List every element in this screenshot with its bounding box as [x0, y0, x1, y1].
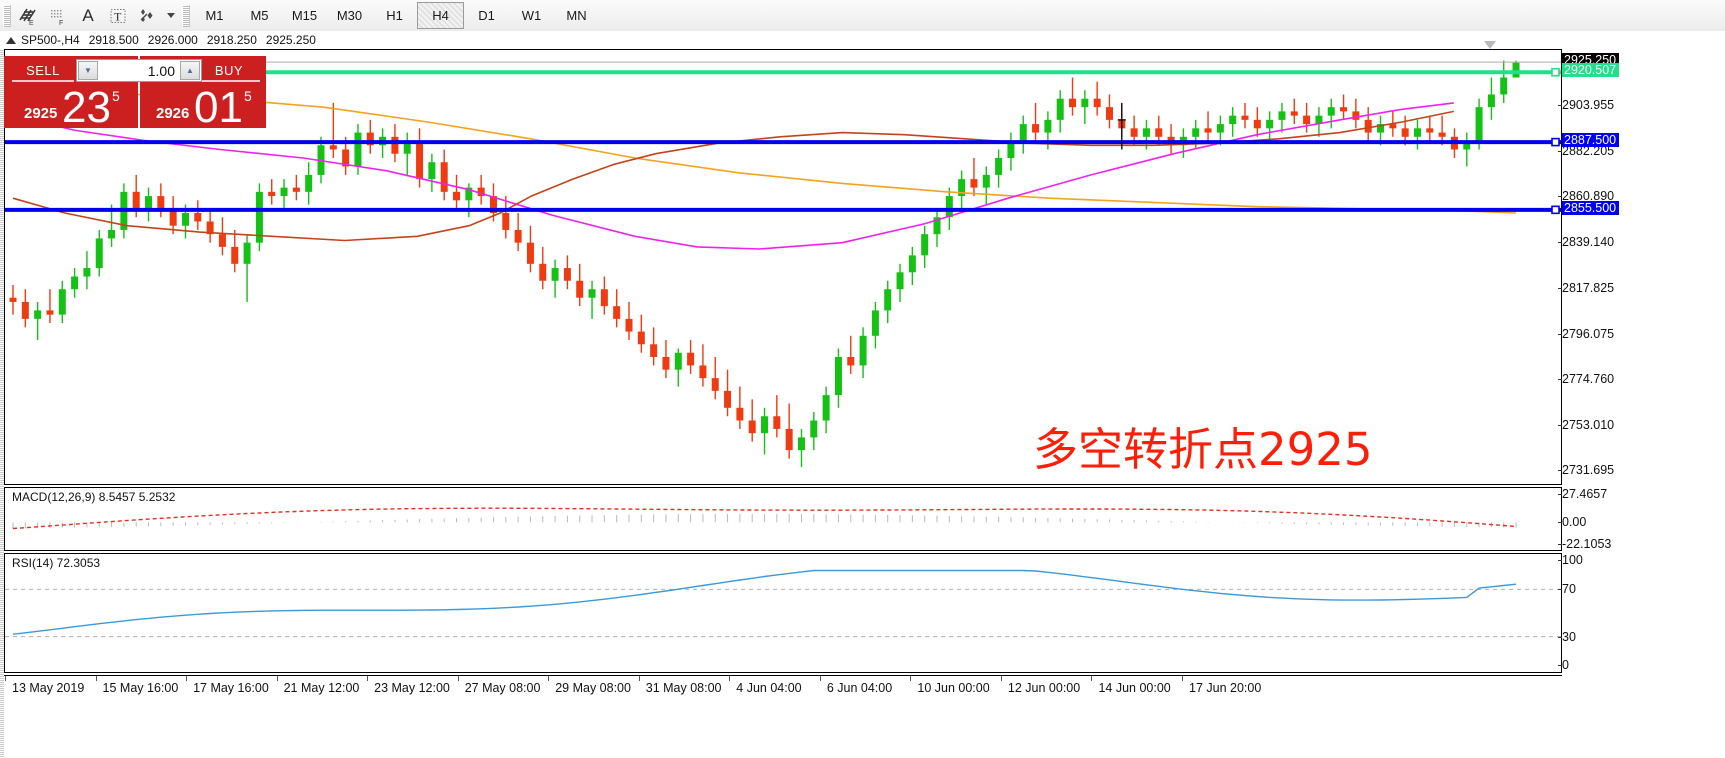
svg-text:E: E — [29, 20, 34, 26]
macd-axis: 27.4657 0.00 -22.1053 — [1557, 487, 1725, 551]
timeframe-group: M1 M5 M15 M30 H1 H4 D1 W1 MN — [192, 2, 599, 29]
rsi-tick: 30 — [1558, 630, 1576, 644]
symbol-info-bar: SP500-,H4 2918.500 2926.000 2918.250 292… — [0, 31, 1725, 50]
timeframe-h4[interactable]: H4 — [417, 2, 464, 29]
macd-signal-line — [12, 507, 1517, 530]
time-tick: 27 May 08:00 — [457, 676, 541, 695]
macd-tick: 27.4657 — [1557, 487, 1608, 501]
rsi-line — [12, 569, 1517, 635]
rsi-canvas — [5, 569, 1561, 638]
macd-canvas — [12, 507, 1517, 530]
macd-tick: 0.00 — [1557, 515, 1587, 530]
timeframe-w1[interactable]: W1 — [521, 8, 542, 23]
ohlc-close: 2925.250 — [265, 33, 316, 47]
sell-price-sup: 5 — [112, 88, 120, 104]
price-tick: 2882.205 — [1557, 144, 1615, 159]
buy-price-sup: 5 — [244, 88, 252, 104]
time-tick: 21 May 12:00 — [276, 676, 360, 695]
chart-area: MACD(12,26,9) 8.5457 5.2532 RSI(14) 72.3… — [0, 41, 1725, 758]
macd-pane[interactable]: MACD(12,26,9) 8.5457 5.2532 — [4, 487, 1562, 551]
time-tick: 23 May 12:00 — [367, 676, 450, 695]
time-tick: 12 Jun 00:00 — [1000, 676, 1081, 695]
price-label-bid-line: 2920.507 — [1562, 63, 1620, 78]
buy-price-big: 01 — [194, 83, 243, 132]
price-label-level: 2887.500 — [1562, 133, 1620, 148]
volume-increase-button[interactable]: ▲ — [180, 61, 200, 80]
macd-label: MACD(12,26,9) 8.5457 5.2532 — [10, 490, 178, 504]
time-tick: 15 May 16:00 — [95, 676, 179, 695]
macd-tick: -22.1053 — [1557, 537, 1612, 551]
timeframe-toolbar-grip[interactable] — [182, 4, 190, 27]
price-label-level: 2855.500 — [1562, 200, 1620, 215]
ohlc-low: 2918.250 — [206, 33, 257, 47]
text-icon[interactable]: A — [82, 5, 94, 25]
svg-text:T: T — [114, 9, 122, 23]
rsi-tick: 70 — [1558, 582, 1576, 596]
rsi-pane[interactable]: RSI(14) 72.3053 — [4, 553, 1562, 673]
buy-block[interactable]: BUY 2926 01 5 — [140, 56, 266, 132]
timeframe-m1[interactable]: M1 — [205, 8, 224, 23]
text-label-icon[interactable]: T — [103, 3, 133, 28]
ohlc-open: 2918.500 — [88, 33, 139, 47]
chart-left-grip[interactable] — [0, 49, 4, 758]
price-tick: 2731.695 — [1557, 462, 1615, 477]
toolbar-grip[interactable] — [3, 4, 11, 27]
timeframe-h1[interactable]: H1 — [386, 8, 403, 23]
volume-field-group[interactable]: ▼ 1.00 ▲ — [76, 59, 202, 82]
rsi-label: RSI(14) 72.3053 — [10, 556, 103, 570]
volume-decrease-button[interactable]: ▼ — [78, 61, 98, 80]
timeframe-m5[interactable]: M5 — [250, 8, 269, 23]
price-canvas — [5, 60, 1561, 468]
main-toolbar: E F A T — [0, 0, 1725, 32]
time-tick: 29 May 08:00 — [548, 676, 631, 695]
time-axis[interactable]: 13 May 2019 15 May 16:00 17 May 16:00 21 Ma… — [4, 675, 1562, 701]
chart-annotation-text: 多空转折点2925 — [1033, 423, 1373, 476]
time-tick: 14 Jun 00:00 — [1091, 676, 1171, 695]
rsi-tick: 0 — [1558, 658, 1569, 672]
price-axis[interactable]: 2903.955 2882.205 2860.890 2839.140 2817.825… — [1557, 49, 1725, 485]
time-tick: 31 May 08:00 — [638, 676, 722, 695]
ohlc-high: 2926.000 — [147, 33, 198, 47]
time-tick: 10 Jun 00:00 — [910, 676, 990, 695]
buy-button-label[interactable]: BUY — [214, 62, 244, 78]
svg-text:F: F — [59, 20, 63, 26]
sell-price-big: 23 — [62, 83, 111, 132]
price-tick: 2903.955 — [1557, 98, 1615, 113]
time-tick: 17 Jun 20:00 — [1181, 676, 1262, 695]
scroll-position-marker — [1484, 41, 1497, 49]
timeframe-mn[interactable]: MN — [566, 8, 587, 23]
templates-icon[interactable] — [133, 3, 163, 28]
time-tick: 4 Jun 04:00 — [729, 676, 802, 695]
price-tick: 2839.140 — [1557, 235, 1615, 250]
time-tick: 13 May 2019 — [4, 676, 85, 695]
templates-dropdown-arrow[interactable] — [163, 3, 179, 28]
sell-button-label[interactable]: SELL — [26, 62, 60, 78]
indicators-icon[interactable]: E — [13, 3, 43, 28]
volume-input[interactable]: 1.00 — [147, 62, 175, 79]
one-click-trading-panel[interactable]: SELL 2925 23 5 BUY 2926 01 5 — [4, 56, 266, 132]
collapse-triangle-icon[interactable] — [6, 36, 16, 44]
timeframe-m15[interactable]: M15 — [291, 8, 318, 23]
rsi-tick: 100 — [1558, 553, 1583, 567]
periodicity-icon[interactable]: F — [43, 3, 73, 28]
price-tick: 2774.760 — [1557, 371, 1615, 386]
buy-price-prefix: 2926 — [156, 105, 190, 122]
sell-price-prefix: 2925 — [24, 105, 58, 122]
symbol-name: SP500-,H4 — [21, 33, 80, 47]
timeframe-m30[interactable]: M30 — [336, 8, 363, 23]
rsi-axis: 100 70 30 0 — [1558, 553, 1725, 673]
time-tick: 6 Jun 04:00 — [819, 676, 893, 695]
ma-magenta — [12, 102, 1454, 250]
timeframe-d1[interactable]: D1 — [478, 8, 495, 23]
price-tick: 2796.075 — [1557, 326, 1615, 341]
price-tick: 2817.825 — [1557, 280, 1615, 295]
price-tick: 2753.010 — [1557, 417, 1615, 432]
price-tick: 2860.890 — [1557, 189, 1615, 204]
time-tick: 17 May 16:00 — [186, 676, 269, 695]
